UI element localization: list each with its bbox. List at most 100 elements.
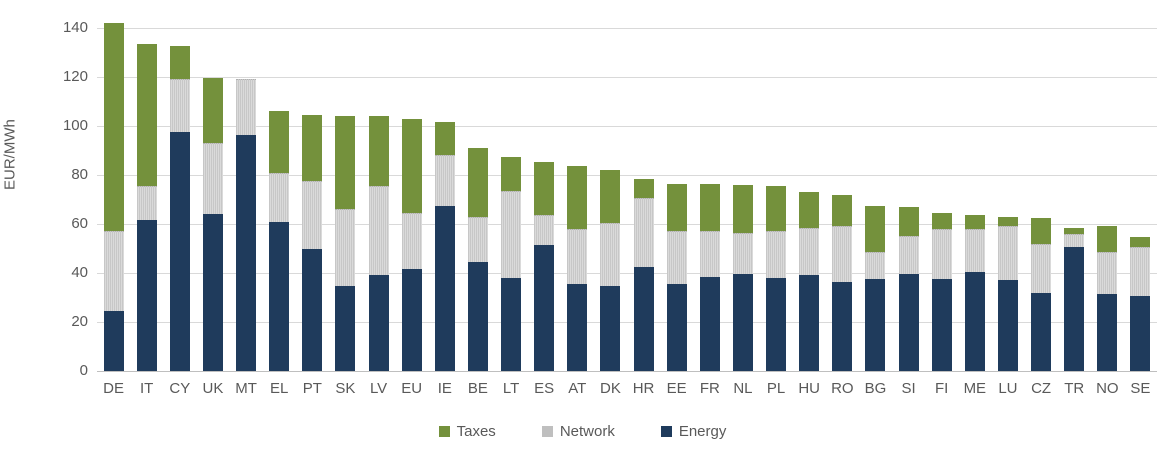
bar-group-ro <box>826 28 859 371</box>
bar-segment-dk-network <box>600 222 621 287</box>
bar-group-ie <box>428 28 461 371</box>
bar-segment-be-network <box>467 216 488 262</box>
bar-segment-it-taxes <box>136 43 157 187</box>
bar-group-se <box>1124 28 1157 371</box>
bar-segment-si-network <box>898 236 919 275</box>
x-label-pl: PL <box>766 380 786 397</box>
y-tick-label-80: 80 <box>71 166 88 183</box>
legend: Taxes Network Energy <box>0 423 1165 440</box>
bar-segment-es-network <box>534 215 555 245</box>
x-label-bg: BG <box>864 380 887 397</box>
bar-segment-pl-energy <box>766 277 787 371</box>
bar-group-tr <box>1058 28 1091 371</box>
gridline-100 <box>97 126 1157 127</box>
bar-segment-fr-taxes <box>699 183 720 232</box>
legend-swatch-taxes-icon <box>438 426 450 437</box>
bar-segment-dk-energy <box>600 286 621 371</box>
bar-group-si <box>892 28 925 371</box>
bar-stack-me <box>964 215 985 371</box>
bar-segment-mt-energy <box>236 134 257 371</box>
bar-stack-uk <box>202 78 223 371</box>
bar-segment-mt-network <box>236 79 257 135</box>
bar-segment-el-taxes <box>269 111 290 173</box>
bar-stack-lv <box>368 116 389 371</box>
bar-segment-eu-taxes <box>401 118 422 213</box>
bar-segment-nl-energy <box>732 274 753 371</box>
bar-segment-de-network <box>103 231 124 311</box>
bar-segment-me-energy <box>964 271 985 371</box>
bar-segment-cy-network <box>169 79 190 133</box>
x-label-no: NO <box>1096 380 1119 397</box>
bar-segment-bg-energy <box>865 279 886 371</box>
bar-segment-ro-taxes <box>832 194 853 227</box>
x-label-dk: DK <box>600 380 621 397</box>
x-label-se: SE <box>1130 380 1151 397</box>
bar-group-es <box>528 28 561 371</box>
bar-group-lt <box>495 28 528 371</box>
bar-segment-ro-energy <box>832 281 853 371</box>
bar-group-cy <box>163 28 196 371</box>
plot-area <box>97 28 1157 372</box>
bar-segment-fi-taxes <box>931 212 952 229</box>
bar-segment-ie-network <box>434 155 455 206</box>
bar-stack-de <box>103 23 124 371</box>
y-tick-label-40: 40 <box>71 264 88 281</box>
bar-segment-hr-network <box>633 198 654 267</box>
bar-segment-lt-taxes <box>501 156 522 191</box>
bar-group-el <box>263 28 296 371</box>
bar-stack-bg <box>865 205 886 371</box>
bar-segment-hu-taxes <box>799 192 820 228</box>
y-tick-label-100: 100 <box>62 117 88 134</box>
gridline-40 <box>97 273 1157 274</box>
bar-segment-nl-network <box>732 232 753 275</box>
legend-label-network: Network <box>559 423 615 440</box>
bar-group-me <box>958 28 991 371</box>
bar-segment-lt-energy <box>501 277 522 371</box>
bar-segment-fr-energy <box>699 276 720 371</box>
bar-segment-si-taxes <box>898 206 919 237</box>
bar-group-lu <box>991 28 1024 371</box>
bar-stack-lu <box>997 216 1018 371</box>
bar-segment-si-energy <box>898 274 919 371</box>
bar-segment-uk-taxes <box>202 78 223 144</box>
x-label-el: EL <box>270 380 289 397</box>
x-label-lu: LU <box>998 380 1018 397</box>
bar-group-hu <box>793 28 826 371</box>
bar-segment-cz-network <box>1031 243 1052 293</box>
bar-stack-el <box>269 111 290 371</box>
bar-segment-nl-taxes <box>732 184 753 233</box>
x-label-sk: SK <box>335 380 356 397</box>
bar-stack-ie <box>434 122 455 371</box>
bar-segment-hr-taxes <box>633 178 654 199</box>
gridline-80 <box>97 175 1157 176</box>
bar-segment-ro-network <box>832 226 853 282</box>
bar-segment-lu-network <box>997 226 1018 281</box>
bar-stack-lt <box>501 156 522 371</box>
bar-group-no <box>1091 28 1124 371</box>
bar-segment-pt-network <box>302 181 323 249</box>
bar-segment-tr-taxes <box>1064 227 1085 234</box>
x-label-fi: FI <box>935 380 949 397</box>
bar-segment-hr-energy <box>633 266 654 371</box>
bar-segment-me-taxes <box>964 215 985 229</box>
bar-segment-no-taxes <box>1097 226 1118 253</box>
x-label-cz: CZ <box>1031 380 1052 397</box>
x-label-hr: HR <box>632 380 655 397</box>
x-label-at: AT <box>568 380 587 397</box>
x-label-ro: RO <box>831 380 854 397</box>
x-label-nl: NL <box>733 380 753 397</box>
bar-stack-mt <box>236 79 257 371</box>
bar-segment-tr-network <box>1064 233 1085 248</box>
bar-segment-be-taxes <box>467 148 488 217</box>
bar-group-be <box>461 28 494 371</box>
bar-segment-it-network <box>136 186 157 221</box>
bar-stack-se <box>1130 237 1151 371</box>
bar-segment-de-taxes <box>103 23 124 232</box>
bar-segment-tr-energy <box>1064 247 1085 371</box>
bar-segment-ie-energy <box>434 205 455 371</box>
y-axis-title: EUR/MWh <box>1 119 19 190</box>
x-label-eu: EU <box>401 380 423 397</box>
bar-segment-fr-network <box>699 231 720 277</box>
x-label-tr: TR <box>1064 380 1085 397</box>
